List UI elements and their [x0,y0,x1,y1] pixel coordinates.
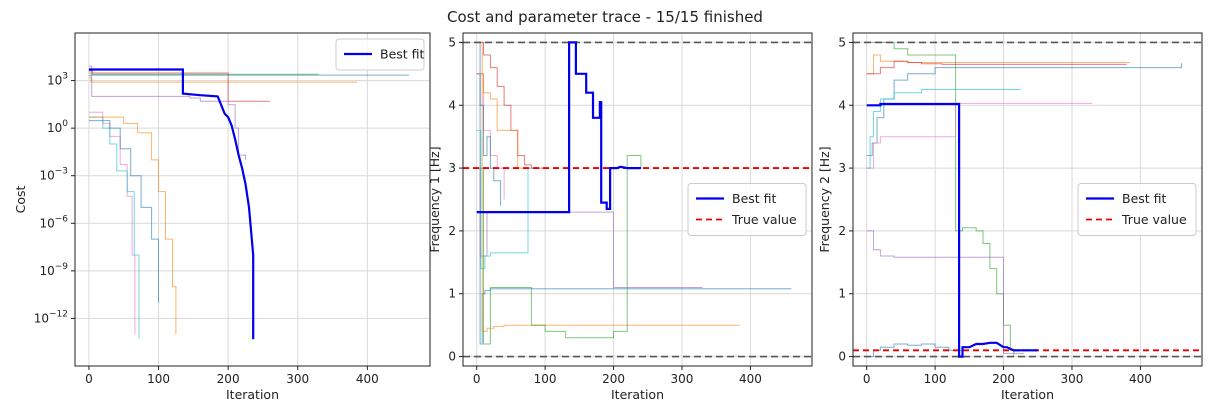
y-tick-label: 100 [47,119,68,135]
cost-panel: 0 100 200 300 400 10−12 10−9 10−6 10−3 100 103 Iter… [13,32,431,402]
run-trace [88,116,177,335]
run-trace [88,72,319,75]
x-tick-label: 100 [534,372,557,386]
x-tick-label: 400 [1129,372,1152,386]
y-tick-label: 0 [448,350,456,364]
y-tick-label: 2 [838,224,846,238]
y-tick-label: 5 [448,35,456,49]
x-tick-label: 0 [863,372,871,386]
y-tick-label: 4 [838,98,846,112]
plot-area [853,41,1202,358]
frequency-2-panel: 0 100 200 300 400 0 1 2 3 4 5 Iteration Frequency 2 … [817,32,1203,402]
run-trace [476,73,528,169]
legend-label: Best fit [380,47,425,62]
x-axis-label: Iteration [1001,387,1054,402]
axes-frame [462,32,813,367]
x-tick-label: 200 [602,372,625,386]
run-trace [866,102,1093,169]
best-fit-line [866,102,1038,358]
legend-label: Best fit [732,191,777,206]
x-tick-label: 100 [147,372,170,386]
run-trace [866,89,1021,169]
y-tick-label: 103 [47,72,68,88]
legend: Best fit True value [687,182,807,236]
x-tick-label: 300 [286,372,309,386]
y-axis-label: Frequency 1 [Hz] [427,146,442,252]
y-tick-label: 0 [838,350,846,364]
plot-area [88,65,410,340]
x-tick-label: 400 [356,372,379,386]
x-tick-label: 300 [671,372,694,386]
axes-frame [74,32,431,367]
run-trace [88,65,246,160]
y-axis-label: Frequency 2 [Hz] [817,146,832,252]
x-tick-label: 100 [924,372,947,386]
y-tick-label: 10−6 [39,214,68,230]
x-tick-label: 200 [992,372,1015,386]
legend-box [1077,182,1197,236]
y-tick-label: 1 [448,287,456,301]
run-trace [88,116,140,340]
y-tick-label: 10−9 [39,262,68,278]
y-tick-label: 10−3 [39,167,68,183]
y-tick-label: 2 [448,224,456,238]
y-tick-label: 5 [838,35,846,49]
run-trace [866,60,1127,75]
figure-title: Cost and parameter trace - 15/15 finishe… [447,8,763,26]
plot-area [463,41,812,358]
y-tick-label: 10−12 [34,309,68,325]
x-tick-label: 400 [739,372,762,386]
x-axis-label: Iteration [611,387,664,402]
legend: Best fit [335,38,425,71]
legend-label: True value [1121,212,1187,227]
best-fit-line [476,41,641,214]
x-tick-label: 300 [1061,372,1084,386]
run-trace [476,155,642,345]
x-tick-label: 200 [217,372,240,386]
x-tick-label: 0 [473,372,481,386]
legend: Best fit True value [1077,182,1197,236]
run-trace [866,230,1025,354]
y-tick-label: 4 [448,98,456,112]
run-trace [476,129,539,270]
x-tick-label: 0 [85,372,93,386]
y-tick-label: 1 [838,287,846,301]
x-axis-label: Iteration [226,387,279,402]
frequency-1-panel: 0 100 200 300 400 0 1 2 3 4 5 Iteration Frequency 1 … [427,32,813,402]
run-trace [476,41,546,169]
y-tick-label: 3 [838,161,846,175]
legend-label: True value [731,212,797,227]
axes-frame [852,32,1203,367]
run-trace [88,120,159,303]
legend-label: Best fit [1122,191,1167,206]
y-axis-label: Cost [13,186,28,214]
legend-box [335,38,425,71]
run-trace [476,41,502,206]
legend-box [687,182,807,236]
run-trace [88,74,410,77]
best-fit-line [88,68,255,340]
y-tick-label: 3 [448,161,456,175]
run-trace [88,77,357,83]
